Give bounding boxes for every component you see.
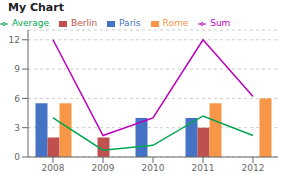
svg-text:3: 3	[14, 123, 20, 133]
html-text:Average: Average	[12, 18, 49, 28]
html-text:Sum: Sum	[210, 18, 231, 28]
html-text:Rome: Rome	[162, 18, 189, 28]
svg-text:2011: 2011	[192, 163, 215, 173]
svg-text:2008: 2008	[42, 163, 65, 173]
svg-text:2012: 2012	[242, 163, 265, 173]
svg-text:6: 6	[14, 94, 20, 104]
svg-text:12: 12	[9, 35, 20, 45]
svg-text:0: 0	[14, 152, 20, 162]
svg-text:2010: 2010	[142, 163, 165, 173]
html-text:Paris: Paris	[119, 18, 141, 28]
svg-text:9: 9	[14, 64, 20, 74]
html-text:Berlin: Berlin	[71, 18, 98, 28]
svg-text:2009: 2009	[92, 163, 115, 173]
html-text:My Chart: My Chart	[8, 1, 64, 14]
